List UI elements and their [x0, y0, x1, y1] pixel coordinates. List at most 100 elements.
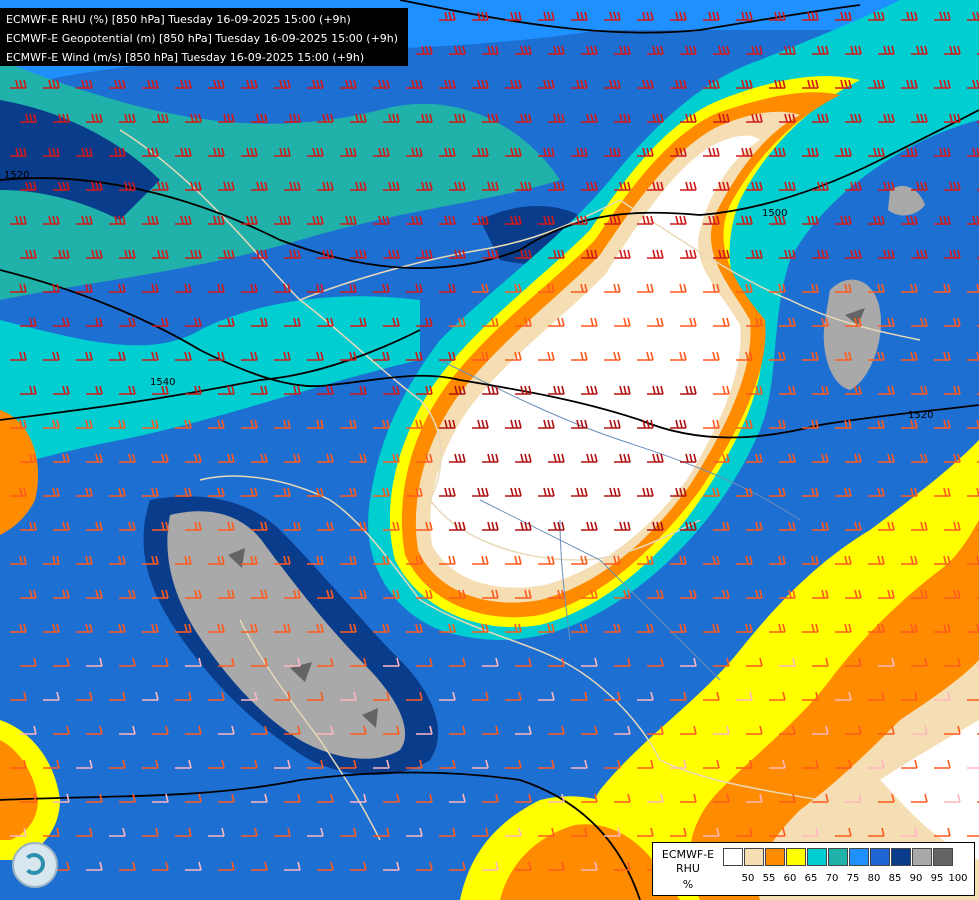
wind-barb-icon — [406, 759, 423, 769]
wind-barb-icon — [769, 79, 786, 89]
wind-barb-icon — [680, 385, 697, 395]
wind-barb-icon — [317, 521, 334, 531]
wind-barb-icon — [119, 793, 136, 803]
wind-barb-icon — [119, 657, 136, 667]
wind-barb-icon — [736, 691, 753, 701]
wind-barb-icon — [20, 657, 37, 667]
wind-barb-icon — [713, 725, 730, 735]
wind-barb-icon — [119, 861, 136, 871]
wind-barb-icon — [548, 793, 565, 803]
wind-barb-icon — [505, 11, 522, 21]
adriatic-dark-1 — [228, 548, 245, 568]
wind-barb-icon — [76, 759, 93, 769]
wind-barb-icon — [604, 215, 621, 225]
wind-barb-icon — [20, 113, 37, 123]
wind-barb-icon — [142, 623, 159, 633]
wind-barb-icon — [218, 453, 235, 463]
wind-barb-icon — [340, 215, 357, 225]
wind-barb-icon — [901, 11, 918, 21]
wind-barb-icon — [944, 725, 961, 735]
wind-barb-icon — [119, 317, 136, 327]
wind-barb-icon — [340, 827, 357, 837]
wind-barb-icon — [713, 385, 730, 395]
wind-barb-icon — [119, 249, 136, 259]
wind-barb-icon — [901, 79, 918, 89]
wind-barb-icon — [680, 725, 697, 735]
wind-barb-icon — [571, 215, 588, 225]
wind-barb-icon — [878, 589, 895, 599]
wind-barb-icon — [802, 623, 819, 633]
wind-barb-icon — [317, 317, 334, 327]
wind-barb-icon — [967, 835, 979, 837]
wind-barb-icon — [439, 283, 456, 293]
wind-barb-icon — [835, 147, 852, 157]
wind-barb-icon — [878, 453, 895, 463]
wind-barb-icon — [340, 147, 357, 157]
wind-barb-icon — [736, 79, 753, 89]
wind-barb-icon — [185, 113, 202, 123]
east-grey-1 — [823, 279, 881, 390]
wind-barb-icon — [274, 487, 291, 497]
legend-tick-label: 90 — [909, 873, 923, 884]
wind-barb-icon — [769, 419, 786, 429]
wind-barb-icon — [614, 861, 631, 871]
wind-barb-icon — [439, 215, 456, 225]
wind-barb-icon — [416, 113, 433, 123]
wind-barb-icon — [274, 691, 291, 701]
wind-barb-icon — [152, 113, 169, 123]
wind-barb-icon — [944, 521, 961, 531]
wind-barb-icon — [86, 453, 103, 463]
wind-barb-icon — [868, 215, 885, 225]
wind-barb-icon — [416, 385, 433, 395]
wind-barb-icon — [713, 521, 730, 531]
wind-barb-icon — [769, 11, 786, 21]
wind-barb-icon — [350, 589, 367, 599]
wind-barb-icon — [373, 487, 390, 497]
wind-barb-icon — [416, 249, 433, 259]
wind-barb-icon — [746, 113, 763, 123]
wind-barb-icon — [901, 419, 918, 429]
wind-barb-icon — [350, 725, 367, 735]
wind-barb-icon — [911, 793, 928, 803]
wind-barb-icon — [571, 827, 588, 837]
wind-barb-icon — [109, 555, 126, 565]
wind-barb-icon — [274, 215, 291, 225]
wind-barb-icon — [449, 521, 466, 531]
wind-barb-icon — [142, 215, 159, 225]
wind-barb-icon — [548, 249, 565, 259]
wind-barb-icon — [581, 249, 598, 259]
wind-barb-icon — [175, 283, 192, 293]
wind-barb-icon — [241, 147, 258, 157]
title-line-geopotential: ECMWF-E Geopotential (m) [850 hPa] Tuesd… — [6, 32, 399, 45]
wind-barb-icon — [713, 181, 730, 191]
teal-band-northwest — [0, 60, 560, 300]
wind-barb-icon — [538, 147, 555, 157]
wind-barb-icon — [406, 351, 423, 361]
wind-barb-icon — [703, 487, 720, 497]
wind-barb-icon — [10, 419, 27, 429]
wind-barb-icon — [581, 45, 598, 55]
wind-barb-icon — [713, 113, 730, 123]
wind-barb-icon — [845, 385, 862, 395]
contour-label-1520-east: 1520 — [908, 410, 933, 421]
wind-barb-icon — [604, 351, 621, 361]
wind-barb-icon — [43, 419, 60, 429]
wind-barb-icon — [746, 453, 763, 463]
wind-barb-icon — [350, 453, 367, 463]
wind-barb-icon — [736, 555, 753, 565]
wind-barb-icon — [218, 521, 235, 531]
wind-barb-icon — [373, 147, 390, 157]
wind-barb-icon — [241, 759, 258, 769]
wind-barb-icon — [746, 249, 763, 259]
wind-barb-icon — [647, 453, 664, 463]
wind-barb-icon — [604, 555, 621, 565]
wind-barb-icon — [208, 827, 225, 837]
wind-barb-icon — [680, 181, 697, 191]
wind-barb-icon — [383, 249, 400, 259]
wind-barb-icon — [350, 113, 367, 123]
wind-barb-icon — [637, 147, 654, 157]
wind-barb-icon — [835, 79, 852, 89]
wind-barb-icon — [515, 45, 532, 55]
wind-barb-icon — [769, 691, 786, 701]
